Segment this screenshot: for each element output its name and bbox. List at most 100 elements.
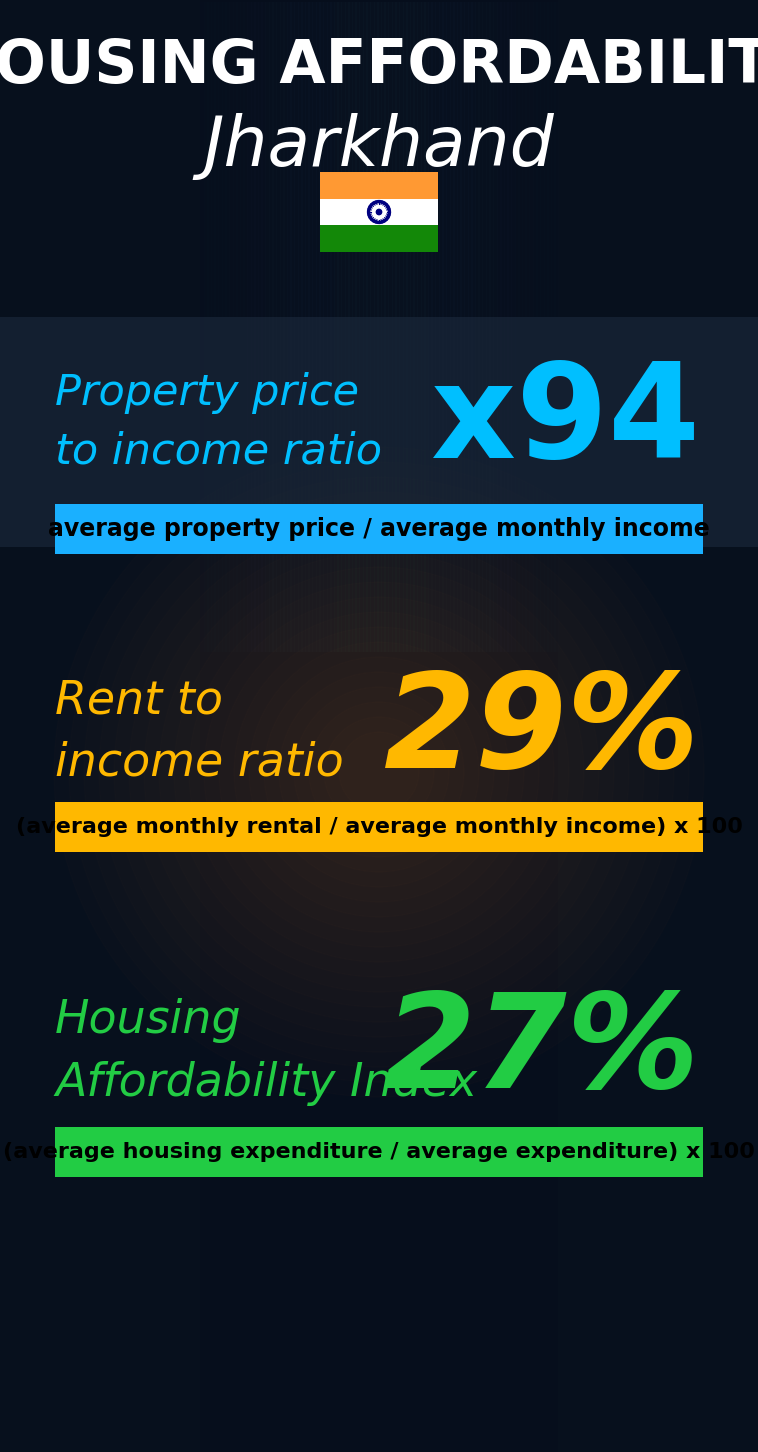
Circle shape [376, 209, 382, 215]
Bar [211, 1, 216, 652]
Bar [337, 1, 343, 652]
Bar [305, 1, 310, 652]
Bar [507, 1, 512, 652]
Text: (average housing expenditure / average expenditure) x 100: (average housing expenditure / average e… [3, 1143, 755, 1162]
Bar [345, 1, 349, 652]
Bar [370, 1, 375, 652]
Bar [392, 1, 396, 652]
Text: x94: x94 [431, 359, 700, 485]
Bar [529, 1, 534, 652]
Bar [218, 1, 223, 652]
Bar [540, 1, 545, 652]
Bar [272, 1, 277, 652]
Bar [435, 1, 440, 652]
Bar [537, 1, 541, 652]
Bar [359, 1, 364, 652]
Bar [200, 1, 205, 652]
Bar [384, 1, 390, 652]
Bar [225, 1, 230, 652]
Bar [525, 1, 531, 652]
Bar [399, 1, 404, 652]
Bar [482, 1, 487, 652]
Bar [55, 504, 703, 555]
Bar [460, 1, 465, 652]
Bar [240, 1, 245, 652]
Bar [312, 1, 317, 652]
Bar [319, 1, 324, 652]
Bar [309, 1, 314, 652]
Bar [330, 1, 335, 652]
Bar [327, 1, 331, 652]
Bar [258, 1, 263, 652]
Bar [356, 1, 361, 652]
Bar [468, 1, 472, 652]
Bar [395, 1, 400, 652]
Bar [424, 1, 429, 652]
Text: (average monthly rental / average monthly income) x 100: (average monthly rental / average monthl… [16, 817, 742, 836]
Bar [204, 1, 208, 652]
Bar [374, 1, 378, 652]
Bar [298, 1, 302, 652]
Bar [478, 1, 484, 652]
Bar [55, 802, 703, 852]
Circle shape [371, 203, 387, 221]
Bar [504, 1, 509, 652]
Bar [464, 1, 469, 652]
Bar [352, 1, 357, 652]
Bar [421, 1, 425, 652]
Bar [493, 1, 498, 652]
Bar [417, 1, 422, 652]
Bar [439, 1, 443, 652]
Bar [254, 1, 259, 652]
Bar [363, 1, 368, 652]
Bar [431, 1, 437, 652]
Bar [518, 1, 523, 652]
Bar [236, 1, 241, 652]
Bar [348, 1, 353, 652]
Bar [55, 1127, 703, 1178]
Bar [262, 1, 267, 652]
Bar [280, 1, 284, 652]
Bar [551, 1, 556, 652]
Text: Rent to
income ratio: Rent to income ratio [55, 678, 343, 786]
Bar [221, 1, 227, 652]
Bar [247, 1, 252, 652]
Text: Housing
Affordability Index: Housing Affordability Index [55, 999, 477, 1106]
Bar [428, 1, 433, 652]
Bar [471, 1, 476, 652]
Bar [490, 1, 494, 652]
Bar [215, 1, 220, 652]
Bar [511, 1, 516, 652]
Bar [402, 1, 408, 652]
Bar [233, 1, 237, 652]
Bar [316, 1, 321, 652]
Text: Jharkhand: Jharkhand [204, 113, 554, 180]
Bar [500, 1, 505, 652]
Bar [301, 1, 306, 652]
Bar [283, 1, 288, 652]
Text: HOUSING AFFORDABILITY: HOUSING AFFORDABILITY [0, 38, 758, 96]
Bar [457, 1, 462, 652]
Bar [287, 1, 292, 652]
Bar [366, 1, 371, 652]
Bar [515, 1, 519, 652]
Bar [406, 1, 411, 652]
Bar [446, 1, 451, 652]
Bar [486, 1, 490, 652]
Text: 29%: 29% [384, 668, 700, 796]
Bar [334, 1, 339, 652]
Bar [0, 0, 200, 1452]
Bar [320, 171, 438, 199]
Bar [251, 1, 255, 652]
Bar [276, 1, 281, 652]
Bar [229, 1, 234, 652]
Bar [320, 199, 438, 225]
Text: 27%: 27% [384, 989, 700, 1115]
Bar [268, 1, 274, 652]
Bar [323, 1, 328, 652]
Bar [413, 1, 418, 652]
Text: Property price
to income ratio: Property price to income ratio [55, 372, 382, 472]
Bar [496, 1, 502, 652]
Bar [543, 1, 549, 652]
Bar [442, 1, 447, 652]
